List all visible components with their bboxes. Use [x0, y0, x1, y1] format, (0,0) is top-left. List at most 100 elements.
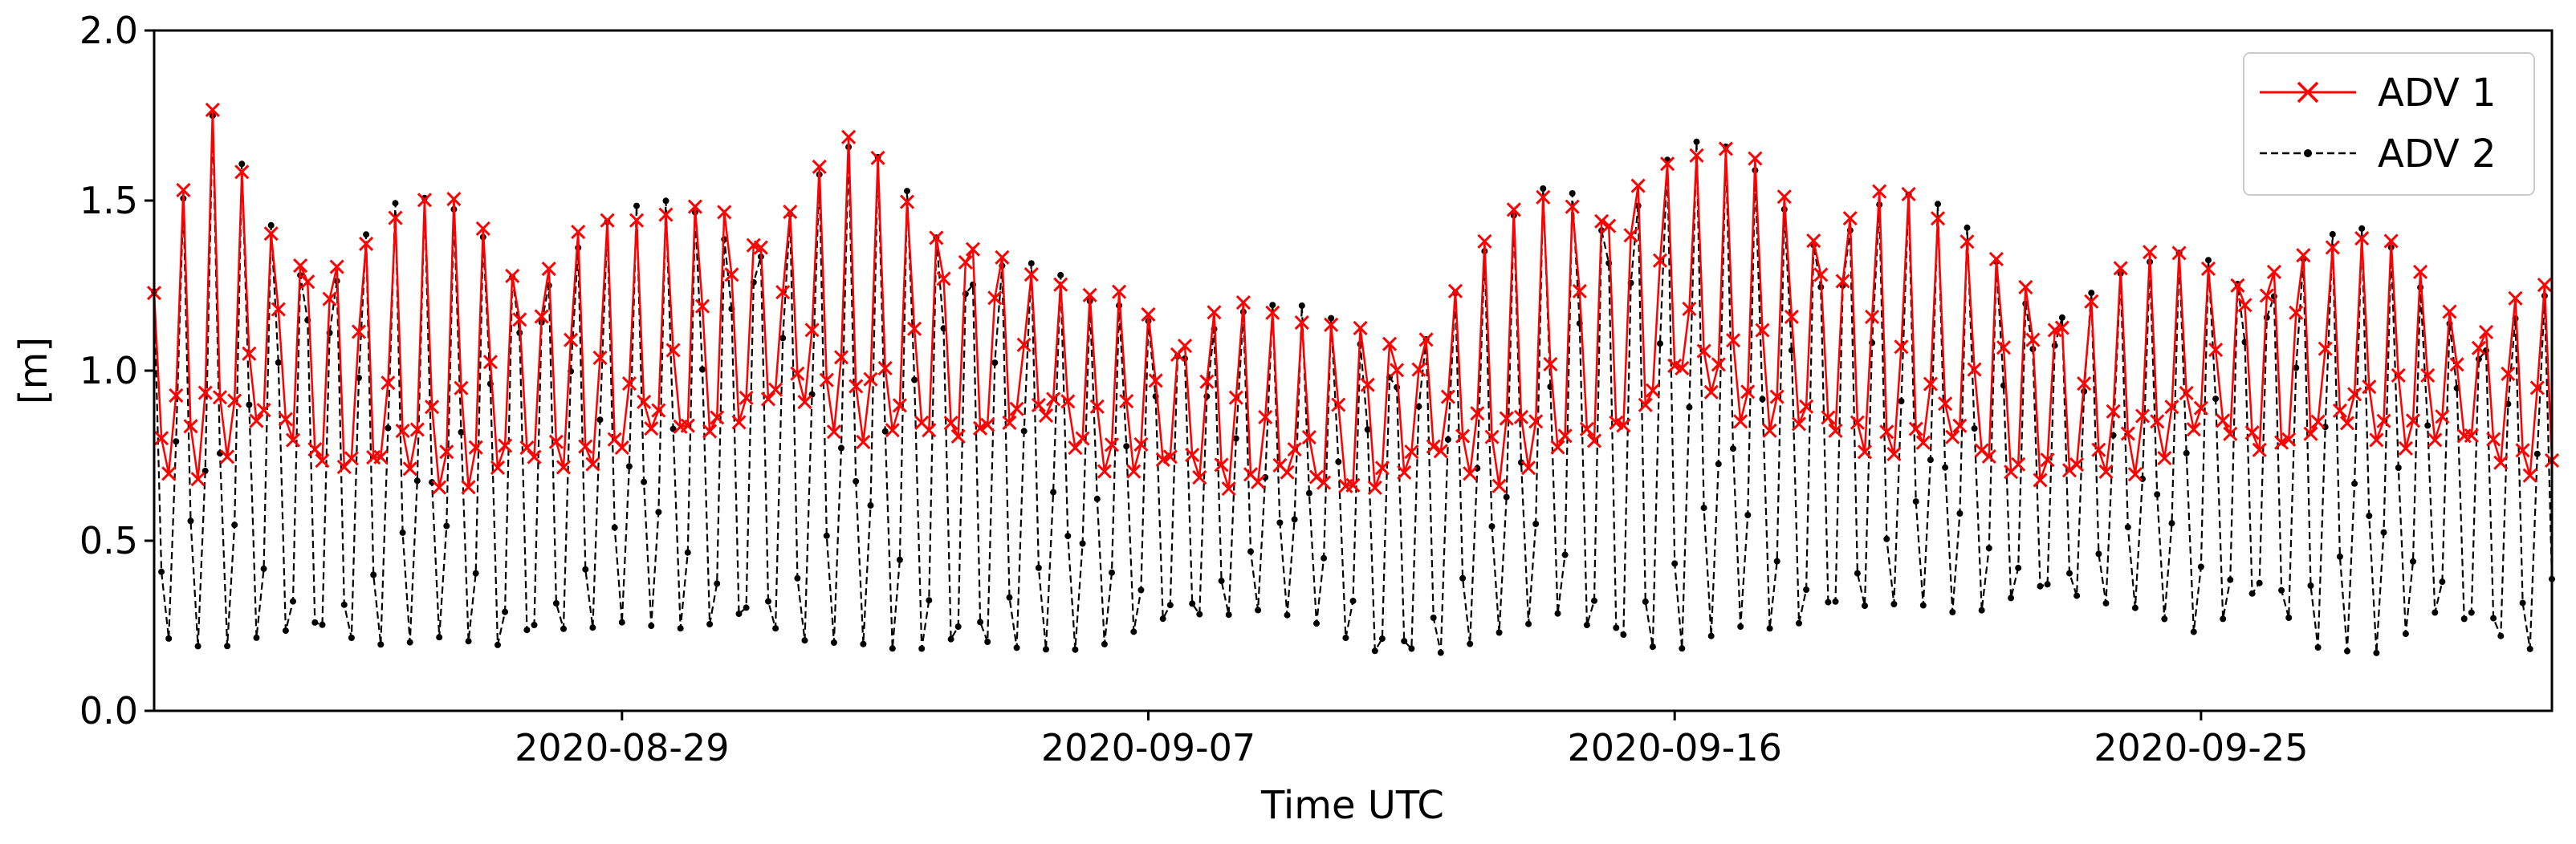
data-point-adv1 — [592, 350, 608, 366]
data-point-adv1 — [2237, 298, 2252, 313]
data-point-adv2 — [1232, 435, 1239, 442]
data-point-adv2 — [1825, 599, 1832, 606]
data-point-adv1 — [1185, 447, 1200, 463]
data-point-adv2 — [1166, 602, 1174, 609]
data-point-adv1 — [2486, 432, 2501, 447]
data-point-adv2 — [2519, 599, 2526, 607]
data-point-adv1 — [775, 285, 791, 300]
data-point-adv1 — [1112, 284, 1127, 299]
data-point-adv1 — [739, 390, 754, 406]
data-point-adv2 — [1971, 425, 1978, 432]
data-point-adv2 — [458, 428, 465, 436]
data-point-adv1 — [892, 398, 907, 413]
data-point-adv1 — [1915, 435, 1931, 450]
data-point-adv2 — [1912, 498, 1919, 505]
data-point-adv2 — [1942, 464, 1949, 471]
data-point-adv2 — [2073, 592, 2081, 599]
data-point-adv2 — [1313, 620, 1320, 627]
data-point-adv1 — [1616, 418, 1631, 433]
data-point-adv1 — [863, 371, 878, 387]
data-point-adv1 — [1374, 461, 1390, 476]
data-point-adv1 — [1470, 406, 1485, 421]
data-point-adv2 — [1883, 535, 1890, 542]
data-point-adv1 — [548, 434, 564, 449]
data-point-adv1 — [380, 375, 396, 391]
data-point-adv1 — [454, 380, 469, 396]
data-point-adv2 — [1935, 201, 1941, 208]
data-point-adv1 — [1148, 373, 1163, 388]
data-point-adv1 — [1791, 416, 1807, 432]
data-point-adv2 — [413, 477, 421, 485]
data-point-adv1 — [826, 424, 841, 440]
data-point-adv1 — [2478, 324, 2494, 340]
data-point-adv1 — [2091, 442, 2106, 457]
data-point-adv2 — [860, 640, 867, 647]
data-point-adv2 — [1796, 619, 1802, 627]
data-point-adv1 — [1097, 464, 1112, 479]
data-point-adv2 — [1269, 302, 1276, 309]
data-point-adv2 — [662, 197, 669, 205]
data-point-adv1 — [2273, 435, 2289, 450]
data-point-adv2 — [706, 621, 714, 627]
data-point-adv2 — [1196, 611, 1203, 618]
data-point-adv1 — [2347, 387, 2362, 402]
data-point-adv2 — [1927, 456, 1934, 464]
data-point-adv1 — [1177, 338, 1193, 354]
data-point-adv1 — [1923, 376, 1938, 392]
y-axis: 0.0 0.5 1.0 1.5 2.0 — [79, 9, 154, 732]
data-point-adv1 — [1550, 440, 1565, 455]
data-point-adv1 — [1119, 394, 1134, 409]
data-point-adv1 — [176, 182, 191, 198]
data-point-adv1 — [1301, 429, 1316, 445]
data-point-adv1 — [2179, 385, 2194, 401]
data-point-adv1 — [1068, 440, 1083, 456]
data-point-adv2 — [1349, 598, 1357, 605]
data-point-adv1 — [388, 210, 403, 225]
data-point-adv1 — [717, 205, 732, 220]
data-point-adv2 — [648, 623, 655, 629]
data-point-adv2 — [1730, 445, 1736, 452]
data-point-adv1 — [1894, 339, 1909, 355]
data-point-adv1 — [783, 204, 798, 220]
data-point-adv1 — [1652, 253, 1668, 268]
data-point-adv2 — [2154, 491, 2161, 498]
data-point-adv1 — [475, 221, 490, 236]
data-point-adv1 — [1748, 151, 1763, 166]
data-point-adv1 — [2471, 340, 2486, 355]
data-point-adv2 — [589, 624, 596, 631]
data-point-adv1 — [1901, 186, 1916, 201]
data-point-adv1 — [2318, 341, 2333, 356]
data-point-adv2 — [1890, 601, 1898, 607]
data-point-adv2 — [1378, 635, 1386, 643]
data-point-adv2 — [2432, 609, 2439, 616]
data-point-adv1 — [1251, 474, 1266, 489]
data-point-adv1 — [1235, 294, 1251, 310]
data-point-adv1 — [424, 400, 440, 415]
data-point-adv2 — [954, 623, 962, 631]
data-point-adv2 — [406, 639, 413, 646]
data-point-adv1 — [2259, 288, 2274, 303]
legend-box — [2243, 52, 2535, 196]
data-point-adv1 — [1009, 401, 1024, 416]
data-point-adv1 — [154, 431, 169, 446]
data-point-adv1 — [694, 298, 710, 314]
data-point-adv1 — [753, 240, 768, 255]
data-point-adv1 — [315, 453, 330, 469]
data-point-adv2 — [735, 611, 743, 618]
data-point-adv1 — [1367, 480, 1382, 495]
data-point-adv1 — [833, 350, 849, 365]
series-adv1 — [146, 102, 2560, 497]
data-point-adv2 — [399, 529, 406, 536]
data-point-adv1 — [790, 366, 805, 381]
data-point-adv2 — [1561, 551, 1569, 558]
data-point-adv1 — [1089, 399, 1105, 414]
data-point-adv2 — [187, 517, 194, 525]
data-point-adv2 — [348, 635, 355, 641]
data-point-adv1 — [1287, 441, 1302, 457]
data-point-adv1 — [1133, 436, 1149, 452]
data-point-adv1 — [1440, 389, 1455, 404]
data-point-adv1 — [665, 343, 681, 358]
data-point-adv1 — [1813, 267, 1829, 282]
data-point-adv1 — [804, 323, 820, 338]
